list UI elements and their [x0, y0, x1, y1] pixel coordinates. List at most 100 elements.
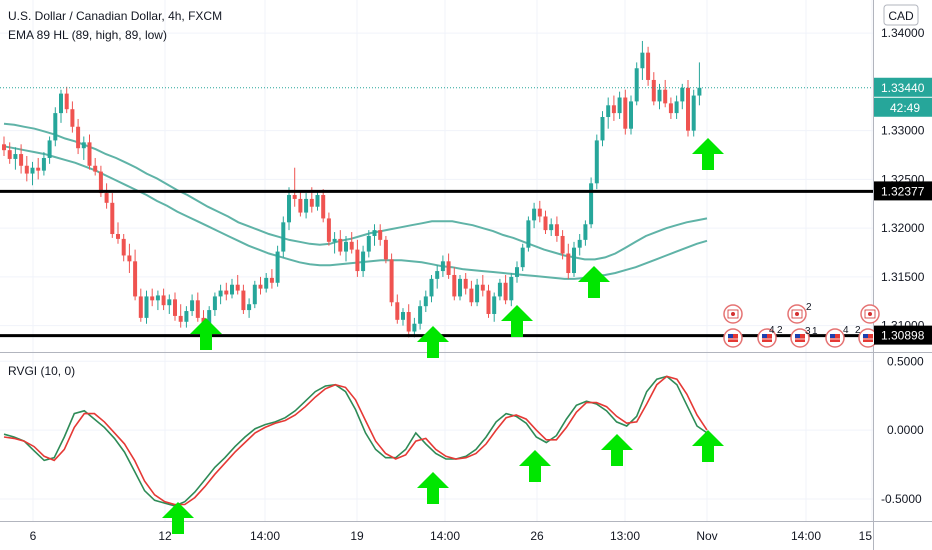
candle: [30, 161, 35, 186]
candle: [121, 234, 126, 262]
candle: [383, 235, 388, 264]
candle: [440, 255, 445, 277]
candle: [526, 216, 531, 252]
support-price-label: 1.30898: [881, 329, 925, 343]
candle: [515, 261, 519, 283]
candle: [167, 294, 172, 314]
time-tick-label: 6: [30, 529, 37, 543]
price-tick-label: 1.32000: [881, 221, 925, 235]
time-tick-label: 12: [158, 529, 172, 543]
candle: [349, 232, 354, 254]
candle: [469, 280, 474, 307]
candle: [463, 273, 468, 295]
rvgi-line: [3, 375, 708, 507]
candle: [144, 290, 149, 324]
candle: [212, 292, 217, 316]
candle: [344, 235, 348, 262]
currency-badge[interactable]: [883, 4, 919, 26]
event-count-badge: 4: [769, 325, 775, 336]
osc-tick-label: 0.5000: [887, 354, 924, 368]
candle: [155, 290, 160, 311]
canada-flag-icon[interactable]: [860, 304, 880, 324]
time-tick-label: Nov: [696, 529, 717, 543]
grid: [0, 0, 873, 521]
up-arrow-icon: [578, 266, 610, 298]
candle: [252, 280, 257, 309]
candle: [138, 288, 143, 322]
price-pane[interactable]: [0, 0, 873, 352]
candle: [406, 304, 411, 338]
candle: [423, 290, 428, 313]
us-flag-icon[interactable]: [790, 328, 810, 348]
candle: [24, 156, 29, 182]
signal-arrows: [162, 138, 724, 534]
candle: [372, 224, 377, 246]
time-tick-label: 15: [859, 529, 873, 543]
time-axis[interactable]: 6 12 14:00 19 14:00 26 13:00 Nov 14:00 15: [30, 529, 873, 543]
candle: [366, 230, 371, 258]
candle: [361, 245, 366, 277]
candle: [549, 218, 554, 236]
candle: [36, 157, 41, 180]
candle: [634, 62, 639, 106]
candle: [554, 216, 559, 242]
rvgi-signal-line: [3, 375, 708, 506]
up-arrow-icon: [417, 326, 449, 358]
event-count-badge: 1: [812, 326, 818, 337]
candle: [315, 191, 320, 211]
event-count-badge: 2: [806, 302, 812, 313]
candle: [190, 294, 195, 316]
candle: [269, 269, 274, 289]
candle: [275, 245, 280, 287]
us-flag-icon[interactable]: [858, 328, 878, 348]
price-tick-label: 1.34000: [881, 26, 925, 40]
current-price-tag: 1.33440: [874, 77, 932, 97]
up-arrow-icon: [601, 434, 633, 466]
us-flag-icon[interactable]: [757, 328, 777, 348]
candle: [674, 95, 679, 119]
indicator-legend: EMA 89 HL (89, high, 89, low): [8, 28, 167, 42]
candle: [87, 134, 92, 170]
candle: [572, 241, 576, 277]
candle: [47, 136, 52, 164]
candle: [76, 118, 81, 155]
candle: [116, 222, 120, 244]
candle: [53, 107, 58, 147]
oscillator-axis[interactable]: 0.5000 0.0000 -0.5000: [881, 354, 924, 506]
time-tick-label: 13:00: [610, 529, 640, 543]
event-count-badge: 2: [855, 325, 861, 336]
time-tick-label: 26: [530, 529, 544, 543]
price-axis[interactable]: 1.340001.330001.325001.320001.315001.310…: [881, 26, 925, 333]
candle: [241, 284, 246, 314]
candle: [258, 276, 263, 295]
candle: [104, 183, 109, 209]
canada-flag-icon[interactable]: [723, 304, 743, 324]
up-arrow-icon: [501, 305, 533, 337]
candle: [395, 294, 400, 324]
support-price-tag: 1.30898: [874, 325, 932, 345]
candle: [235, 274, 240, 295]
candle: [127, 243, 132, 274]
canada-flag-icon[interactable]: [787, 304, 807, 324]
candle: [230, 278, 234, 299]
us-flag-icon[interactable]: [723, 328, 743, 348]
event-badges[interactable]: 4 223 1 4 2: [723, 302, 880, 348]
candle: [589, 177, 594, 229]
candle: [161, 288, 166, 311]
candle: [663, 79, 668, 108]
candle: [623, 89, 628, 135]
candle: [429, 274, 434, 303]
candle: [7, 142, 12, 164]
event-count-badge: 4: [843, 325, 849, 336]
osc-tick-label: 0.0000: [887, 423, 924, 437]
candle: [247, 298, 252, 318]
candles: [2, 40, 702, 338]
up-arrow-icon: [417, 472, 449, 504]
candle: [64, 86, 69, 114]
current-price-label: 1.33440: [881, 81, 925, 95]
us-flag-icon[interactable]: [825, 328, 845, 348]
symbol-title: U.S. Dollar / Canadian Dollar, 4h, FXCM: [8, 9, 222, 23]
oscillator-legend: RVGI (10, 0): [8, 364, 75, 378]
candle: [606, 97, 611, 129]
